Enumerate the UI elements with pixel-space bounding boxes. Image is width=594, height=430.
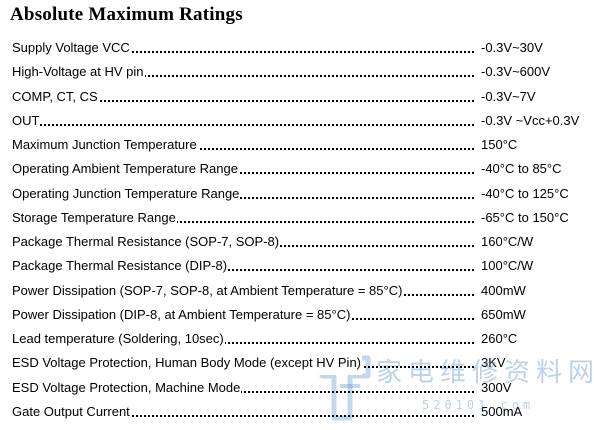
rating-parameter: Power Dissipation (SOP-7, SOP-8, at Ambi… [12, 278, 404, 303]
dotted-leader [12, 196, 474, 199]
rating-row: Operating Junction Temperature Range -40… [12, 181, 592, 206]
rating-parameter: ESD Voltage Protection, Machine Mode [12, 375, 242, 400]
rating-value: 260°C [481, 331, 518, 346]
rating-row: Package Thermal Resistance (DIP-8) 100°C… [12, 254, 592, 279]
dotted-leader [12, 51, 474, 53]
rating-parameter: Operating Junction Temperature Range [12, 181, 241, 206]
rating-parameter: Power Dissipation (DIP-8, at Ambient Tem… [12, 302, 352, 327]
rating-row: Supply Voltage VCC -0.3V~30V [12, 36, 592, 60]
rating-parameter: COMP, CT, CS [12, 84, 99, 109]
dotted-leader [12, 390, 474, 393]
section-title: Absolute Maximum Ratings [10, 4, 243, 25]
rating-row: ESD Voltage Protection, Human Body Mode … [12, 351, 592, 376]
rating-parameter: OUT [12, 108, 41, 133]
rating-value: -0.3V~30V [481, 40, 543, 55]
ratings-table: Supply Voltage VCC -0.3V~30V High-Voltag… [12, 36, 592, 424]
dotted-leader [12, 414, 474, 417]
rating-value: -0.3V ~Vcc+0.3V [481, 112, 580, 128]
rating-row: High-Voltage at HV pin -0.3V~600V [12, 60, 592, 85]
dotted-leader [12, 269, 474, 272]
rating-row: Package Thermal Resistance (SOP-7, SOP-8… [12, 230, 592, 254]
rating-value: 300V [481, 379, 512, 395]
rating-row: OUT -0.3V ~Vcc+0.3V [12, 108, 592, 133]
rating-value: 3KV [481, 355, 506, 371]
rating-parameter: Gate Output Current [12, 399, 131, 424]
rating-row: Gate Output Current 500mA [12, 399, 592, 424]
rating-parameter: Operating Ambient Temperature Range [12, 157, 239, 182]
rating-value: 650mW [481, 306, 526, 322]
dotted-leader [12, 99, 474, 102]
rating-value: -40°C to 85°C [481, 161, 562, 177]
dotted-leader [12, 75, 474, 78]
rating-parameter: Package Thermal Resistance (SOP-7, SOP-8… [12, 230, 281, 254]
rating-parameter: High-Voltage at HV pin [12, 60, 145, 85]
rating-row: Lead temperature (Soldering, 10sec) 260°… [12, 327, 592, 351]
rating-row: Maximum Junction Temperature 150°C [12, 133, 592, 157]
rating-value: 400mW [481, 282, 526, 298]
rating-parameter: Lead temperature (Soldering, 10sec) [12, 327, 225, 351]
rating-value: 100°C/W [481, 258, 534, 274]
rating-value: 150°C [481, 137, 518, 152]
rating-parameter: ESD Voltage Protection, Human Body Mode … [12, 351, 363, 376]
rating-value: -0.3V~600V [481, 64, 551, 80]
rating-value: 160°C/W [481, 234, 534, 249]
dotted-leader [12, 148, 474, 150]
rating-parameter: Storage Temperature Range [12, 205, 177, 230]
rating-value: -40°C to 125°C [481, 185, 569, 201]
rating-row: Power Dissipation (SOP-7, SOP-8, at Ambi… [12, 278, 592, 303]
rating-row: COMP, CT, CS -0.3V~7V [12, 84, 592, 109]
rating-parameter: Package Thermal Resistance (DIP-8) [12, 254, 229, 279]
rating-row: Power Dissipation (DIP-8, at Ambient Tem… [12, 302, 592, 327]
rating-parameter: Supply Voltage VCC [12, 36, 131, 60]
rating-value: -65°C to 150°C [481, 209, 569, 225]
dotted-leader [12, 220, 474, 223]
dotted-leader [12, 123, 474, 126]
dotted-leader [12, 172, 474, 175]
rating-row: Storage Temperature Range -65°C to 150°C [12, 205, 592, 230]
rating-value: 500mA [481, 403, 523, 419]
rating-value: -0.3V~7V [481, 88, 536, 104]
rating-row: ESD Voltage Protection, Machine Mode 300… [12, 375, 592, 400]
rating-row: Operating Ambient Temperature Range -40°… [12, 157, 592, 182]
dotted-leader [12, 342, 474, 344]
rating-parameter: Maximum Junction Temperature [12, 133, 198, 157]
